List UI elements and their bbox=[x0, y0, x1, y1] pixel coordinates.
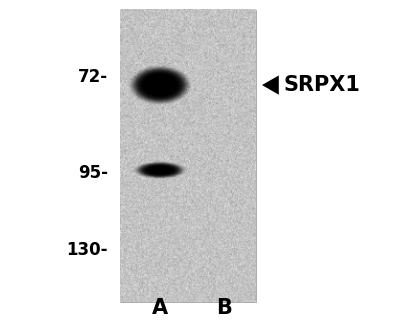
Ellipse shape bbox=[140, 163, 180, 177]
Ellipse shape bbox=[133, 68, 187, 102]
Text: A: A bbox=[152, 298, 168, 318]
Ellipse shape bbox=[145, 75, 175, 95]
Ellipse shape bbox=[153, 168, 167, 172]
Text: B: B bbox=[216, 298, 232, 318]
Ellipse shape bbox=[132, 67, 188, 103]
Ellipse shape bbox=[136, 70, 184, 100]
Ellipse shape bbox=[137, 71, 183, 100]
Ellipse shape bbox=[148, 166, 172, 174]
Ellipse shape bbox=[149, 166, 171, 174]
Ellipse shape bbox=[134, 68, 186, 102]
Ellipse shape bbox=[159, 84, 161, 86]
Ellipse shape bbox=[136, 70, 184, 100]
Ellipse shape bbox=[152, 80, 168, 91]
Ellipse shape bbox=[134, 69, 186, 101]
Text: 130-: 130- bbox=[66, 241, 108, 259]
Ellipse shape bbox=[150, 79, 170, 91]
Ellipse shape bbox=[158, 169, 162, 171]
Ellipse shape bbox=[143, 165, 177, 176]
Ellipse shape bbox=[140, 73, 180, 98]
Ellipse shape bbox=[146, 165, 174, 175]
Text: 95-: 95- bbox=[78, 164, 108, 182]
Ellipse shape bbox=[138, 163, 182, 178]
Ellipse shape bbox=[142, 164, 178, 176]
Ellipse shape bbox=[152, 80, 168, 90]
Ellipse shape bbox=[138, 71, 182, 99]
Ellipse shape bbox=[141, 164, 179, 177]
Ellipse shape bbox=[154, 168, 166, 172]
Ellipse shape bbox=[149, 78, 171, 92]
Ellipse shape bbox=[146, 76, 174, 94]
Ellipse shape bbox=[136, 162, 184, 178]
Ellipse shape bbox=[135, 162, 185, 178]
Ellipse shape bbox=[152, 168, 168, 173]
Ellipse shape bbox=[134, 161, 186, 179]
Text: SRPX1: SRPX1 bbox=[284, 75, 360, 95]
Ellipse shape bbox=[144, 75, 176, 95]
Ellipse shape bbox=[151, 167, 169, 173]
Ellipse shape bbox=[148, 77, 172, 93]
Ellipse shape bbox=[156, 83, 164, 87]
Ellipse shape bbox=[155, 82, 165, 88]
Ellipse shape bbox=[157, 169, 163, 171]
Ellipse shape bbox=[139, 163, 181, 177]
Bar bbox=[120, 10, 256, 302]
Ellipse shape bbox=[146, 166, 174, 175]
Ellipse shape bbox=[156, 169, 164, 172]
Ellipse shape bbox=[131, 66, 189, 104]
Ellipse shape bbox=[142, 74, 178, 96]
Text: 72-: 72- bbox=[78, 68, 108, 86]
Ellipse shape bbox=[139, 72, 181, 98]
Ellipse shape bbox=[154, 82, 166, 89]
Ellipse shape bbox=[157, 83, 163, 87]
Ellipse shape bbox=[150, 167, 170, 173]
Ellipse shape bbox=[130, 66, 190, 104]
Ellipse shape bbox=[150, 79, 170, 91]
Ellipse shape bbox=[143, 74, 177, 96]
Ellipse shape bbox=[144, 165, 176, 175]
Ellipse shape bbox=[147, 77, 173, 93]
Ellipse shape bbox=[154, 81, 167, 89]
Ellipse shape bbox=[141, 73, 179, 97]
Polygon shape bbox=[262, 75, 279, 95]
Ellipse shape bbox=[158, 84, 162, 86]
